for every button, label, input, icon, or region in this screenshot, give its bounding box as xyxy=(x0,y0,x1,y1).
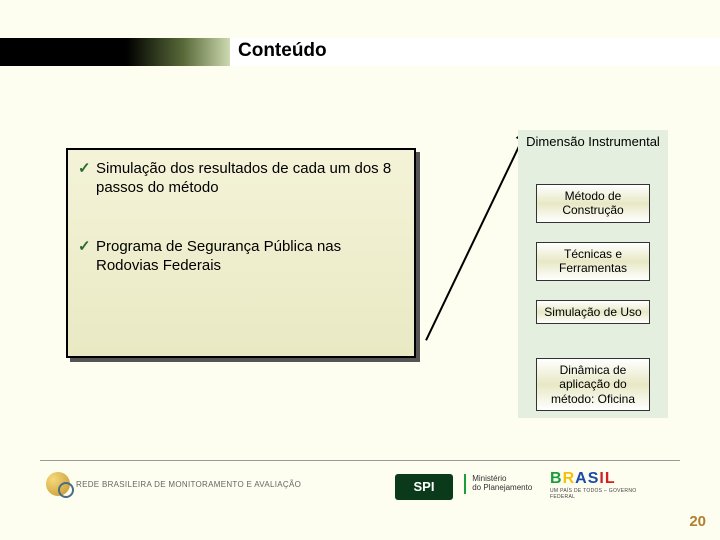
brasil-letter: L xyxy=(605,470,616,488)
check-icon: ✓ xyxy=(78,160,91,179)
content-box: ✓ Simulação dos resultados de cada um do… xyxy=(66,148,416,358)
brasil-letter: R xyxy=(563,470,576,488)
slide-title: Conteúdo xyxy=(234,40,331,62)
bullet-text-2: Programa de Segurança Pública nas Rodovi… xyxy=(96,238,406,276)
logo-spi: SPI xyxy=(395,474,453,500)
check-icon: ✓ xyxy=(78,238,91,257)
dimension-box-2: Técnicas e Ferramentas xyxy=(536,242,650,281)
title-bar: Conteúdo xyxy=(0,38,720,66)
pointer-arrow-line xyxy=(425,140,522,341)
page-number: 20 xyxy=(689,513,706,530)
ministerio-line1: Ministério xyxy=(472,474,506,483)
bullet-item-1: ✓ Simulação dos resultados de cada um do… xyxy=(78,160,406,198)
title-bar-gradient xyxy=(0,38,230,66)
dimension-heading: Dimensão Instrumental xyxy=(518,134,668,150)
brasil-wordmark: B R A S I L xyxy=(550,470,660,488)
brasil-letter: A xyxy=(575,470,588,488)
dimension-box-3: Simulação de Uso xyxy=(536,300,650,324)
bullet-text-1: Simulação dos resultados de cada um dos … xyxy=(96,160,406,198)
logo-ministerio: Ministério do Planejamento xyxy=(464,474,532,494)
brasil-subtext: UM PAÍS DE TODOS – GOVERNO FEDERAL xyxy=(550,488,660,500)
dimension-box-1: Método de Construção xyxy=(536,184,650,223)
dimension-panel: Dimensão Instrumental Método de Construç… xyxy=(518,130,668,418)
brasil-letter: B xyxy=(550,470,563,488)
footer-logos: REDE BRASILEIRA DE MONITORAMENTO E AVALI… xyxy=(40,468,680,508)
logo-brasil: B R A S I L UM PAÍS DE TODOS – GOVERNO F… xyxy=(550,470,660,506)
bullet-item-2: ✓ Programa de Segurança Pública nas Rodo… xyxy=(78,238,406,276)
logo-rede: REDE BRASILEIRA DE MONITORAMENTO E AVALI… xyxy=(46,472,301,496)
footer-divider xyxy=(40,460,680,461)
logo-rede-icon xyxy=(46,472,70,496)
logo-rede-text: REDE BRASILEIRA DE MONITORAMENTO E AVALI… xyxy=(76,480,301,489)
brasil-letter: S xyxy=(588,470,600,488)
dimension-box-4: Dinâmica de aplicação do método: Oficina xyxy=(536,358,650,411)
ministerio-line2: do Planejamento xyxy=(472,483,532,492)
